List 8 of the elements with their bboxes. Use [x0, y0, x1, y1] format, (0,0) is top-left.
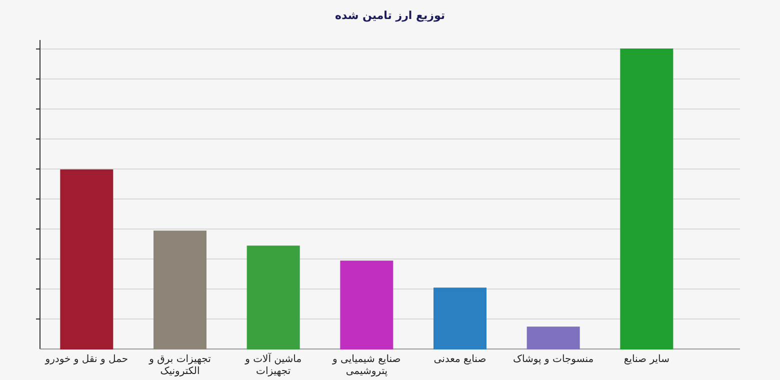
- x-tick-label: تجهیزات برق و الکترونیک: [148, 354, 212, 377]
- x-tick-label: سایر صنایع: [624, 354, 670, 365]
- x-tick-label: صنایع شیمیایی و پتروشیمی: [332, 354, 401, 377]
- x-tick-label: منسوجات و پوشاک: [513, 354, 594, 365]
- x-tick-label: ماشین آلات و تجهیزات: [244, 352, 302, 377]
- x-tick-label: صنایع معدنی: [434, 354, 486, 365]
- chart-title: توزیع ارز تامین شده: [334, 9, 446, 22]
- x-tick-label: حمل و نقل و خودرو: [44, 354, 128, 365]
